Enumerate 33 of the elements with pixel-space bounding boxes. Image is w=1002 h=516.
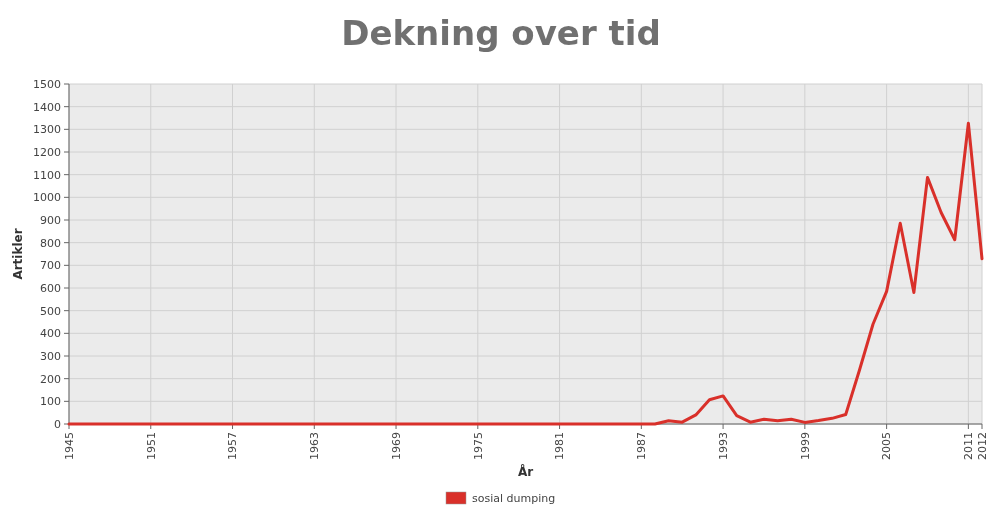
x-tick-label: 1957 xyxy=(226,432,240,460)
x-tick-label: 1999 xyxy=(798,432,812,460)
y-tick-label: 700 xyxy=(40,259,61,273)
y-tick-label: 500 xyxy=(40,304,61,318)
x-tick-label: 1987 xyxy=(635,432,649,460)
x-axis-title: År xyxy=(517,464,534,479)
y-tick-label: 400 xyxy=(40,327,61,341)
y-tick-label: 800 xyxy=(40,236,61,250)
x-tick-label: 2011 xyxy=(962,432,976,460)
y-tick-label: 1000 xyxy=(33,191,61,205)
x-tick-label: 1951 xyxy=(144,432,158,460)
y-tick-label: 600 xyxy=(40,281,61,295)
x-tick-label: 2012 xyxy=(975,432,989,460)
y-tick-label: 100 xyxy=(40,395,61,409)
x-tick-label: 1993 xyxy=(716,432,730,460)
y-tick-label: 1400 xyxy=(33,100,61,114)
x-tick-label: 2005 xyxy=(880,432,894,460)
x-tick-label: 1981 xyxy=(553,432,567,460)
y-tick-label: 300 xyxy=(40,349,61,363)
x-tick-label: 1963 xyxy=(308,432,322,460)
x-tick-label: 1969 xyxy=(389,432,403,460)
y-tick-label: 1200 xyxy=(33,145,61,159)
x-tick-label: 1975 xyxy=(471,432,485,460)
y-tick-label: 1100 xyxy=(33,168,61,182)
y-tick-label: 200 xyxy=(40,372,61,386)
y-tick-label: 900 xyxy=(40,213,61,227)
y-tick-label: 0 xyxy=(54,417,61,431)
legend-label: sosial dumping xyxy=(472,492,556,505)
y-tick-label: 1500 xyxy=(33,77,61,91)
x-tick-label: 1945 xyxy=(62,432,76,460)
y-tick-label: 1300 xyxy=(33,123,61,137)
chart-title: Dekning over tid xyxy=(341,13,661,53)
y-axis-title: Artikler xyxy=(11,228,25,280)
